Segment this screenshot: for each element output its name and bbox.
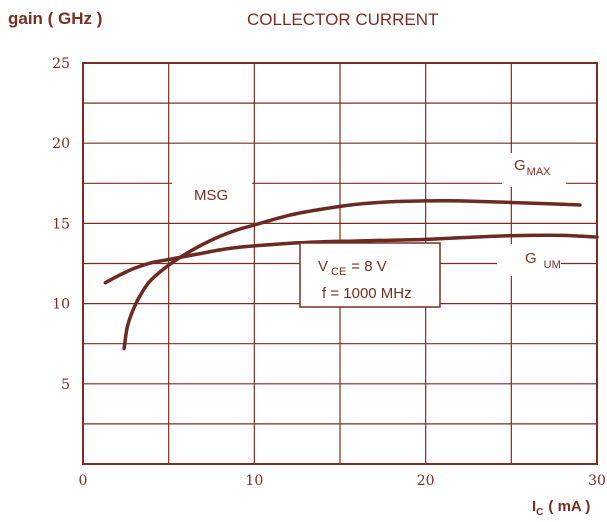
gum-label-main: G [525,250,537,267]
x-tick-labels: 0 10 20 30 [79,473,606,489]
gum-label-box [497,244,561,276]
y-tick-labels: 5 10 15 20 25 [52,56,70,393]
y-axis-label: gain ( GHz ) [8,9,102,28]
plot-frame [82,62,598,465]
gmax-label-box [502,153,566,187]
gmax-label: GMAX [514,157,551,178]
series-msg-gmax-line [122,199,582,351]
y-tick-label: 15 [52,216,70,232]
y-tick-label: 25 [52,56,70,72]
x-axis-label-main: I [532,498,536,515]
series-group [103,199,599,351]
msg-label: MSG [194,187,228,204]
x-tick-label: 0 [79,473,88,489]
gmax-label-sub: MAX [527,166,552,178]
chart-title: COLLECTOR CURRENT [247,10,438,29]
x-tick-label: 10 [245,473,263,489]
vce-main: V [318,258,328,275]
gmax-label-main: G [514,157,526,174]
conditions-box: V CE = 8 V f = 1000 MHz [299,242,441,308]
series-gum-line [103,233,599,285]
x-tick-label: 30 [588,473,606,489]
x-axis-label-rest: ( mA ) [548,498,590,515]
x-axis-label-sub: C [536,507,543,518]
vce-sub: CE [331,266,346,278]
vce-rest: = 8 V [351,258,386,275]
gum-label: G UM [525,250,561,271]
x-axis-label: IC ( mA ) [532,498,590,518]
y-tick-label: 5 [61,377,70,393]
msg-label-box [172,180,252,208]
x-tick-label: 20 [417,473,435,489]
y-tick-label: 10 [52,297,70,313]
conditions-vce: V CE = 8 V [318,258,387,278]
conditions-freq: f = 1000 MHz [322,285,412,302]
gum-label-sub: UM [544,259,561,271]
conditions-frame [299,242,441,308]
y-tick-label: 20 [52,136,70,152]
